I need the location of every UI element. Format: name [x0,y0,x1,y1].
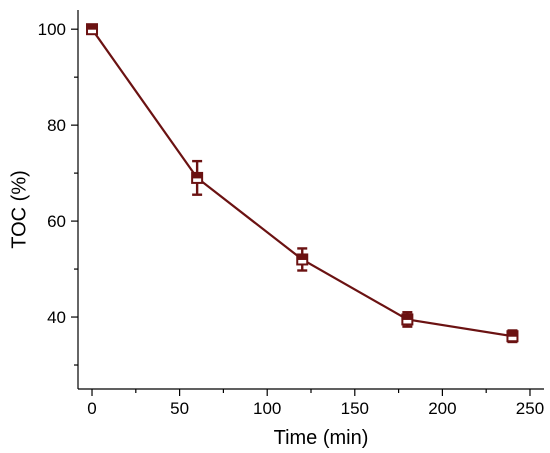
y-ticks: 40 60 80 100 [38,20,78,366]
series-layer [86,23,519,344]
x-tick-label: 0 [87,399,96,418]
data-point [191,171,204,184]
y-tick-label: 100 [38,20,66,39]
y-tick-label: 60 [47,212,66,231]
y-axis-title: TOC (%) [8,170,30,249]
axes [77,10,544,390]
series-line [91,28,513,338]
x-tick-label: 50 [170,399,189,418]
x-tick-label: 250 [516,399,544,418]
x-tick-label: 200 [428,399,456,418]
y-tick-label: 80 [47,116,66,135]
x-tick-label: 100 [253,399,281,418]
y-tick-label: 40 [47,308,66,327]
x-axis-title: Time (min) [274,427,369,449]
data-point [296,253,309,266]
data-point [86,23,99,36]
data-point [401,313,414,326]
x-tick-label: 150 [341,399,369,418]
data-point [506,330,519,343]
x-ticks: 0 50 100 150 200 250 [87,389,544,418]
